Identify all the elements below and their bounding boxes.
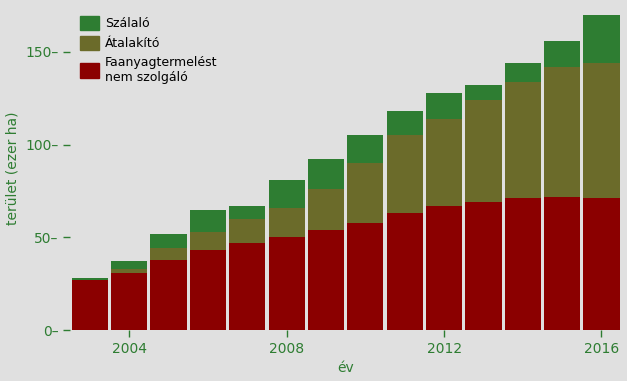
Bar (190, 210, 226, 232)
Bar (347, 163, 384, 223)
Bar (111, 269, 147, 272)
Bar (308, 189, 344, 230)
Bar (308, 230, 344, 330)
Bar (229, 219, 265, 243)
Bar (387, 111, 423, 135)
Bar (583, 15, 619, 63)
Bar (150, 259, 187, 330)
Bar (505, 199, 541, 330)
Legend: Szálaló, Átalakító, Faanyagtermelést
nem szolgáló: Szálaló, Átalakító, Faanyagtermelést nem… (76, 12, 221, 87)
Bar (505, 82, 541, 199)
Bar (426, 206, 462, 330)
Bar (465, 202, 502, 330)
Bar (387, 135, 423, 213)
Bar (544, 41, 580, 67)
Bar (544, 67, 580, 197)
Y-axis label: terület (ezer ha): terület (ezer ha) (6, 111, 19, 224)
Bar (347, 135, 384, 163)
Bar (229, 243, 265, 330)
Bar (150, 234, 187, 248)
Bar (71, 280, 108, 330)
Bar (268, 180, 305, 208)
Bar (111, 261, 147, 269)
Bar (268, 237, 305, 330)
Bar (229, 206, 265, 219)
Bar (583, 63, 619, 199)
Bar (150, 248, 187, 259)
Bar (426, 118, 462, 206)
Bar (190, 250, 226, 330)
Bar (347, 223, 384, 330)
Bar (583, 199, 619, 330)
Bar (268, 208, 305, 237)
Bar (387, 213, 423, 330)
Bar (426, 93, 462, 118)
Bar (190, 232, 226, 250)
Bar (71, 278, 108, 280)
Bar (465, 100, 502, 202)
Bar (544, 197, 580, 330)
Bar (111, 272, 147, 330)
X-axis label: év: év (337, 362, 354, 375)
Bar (465, 85, 502, 100)
Bar (505, 63, 541, 82)
Bar (308, 160, 344, 189)
